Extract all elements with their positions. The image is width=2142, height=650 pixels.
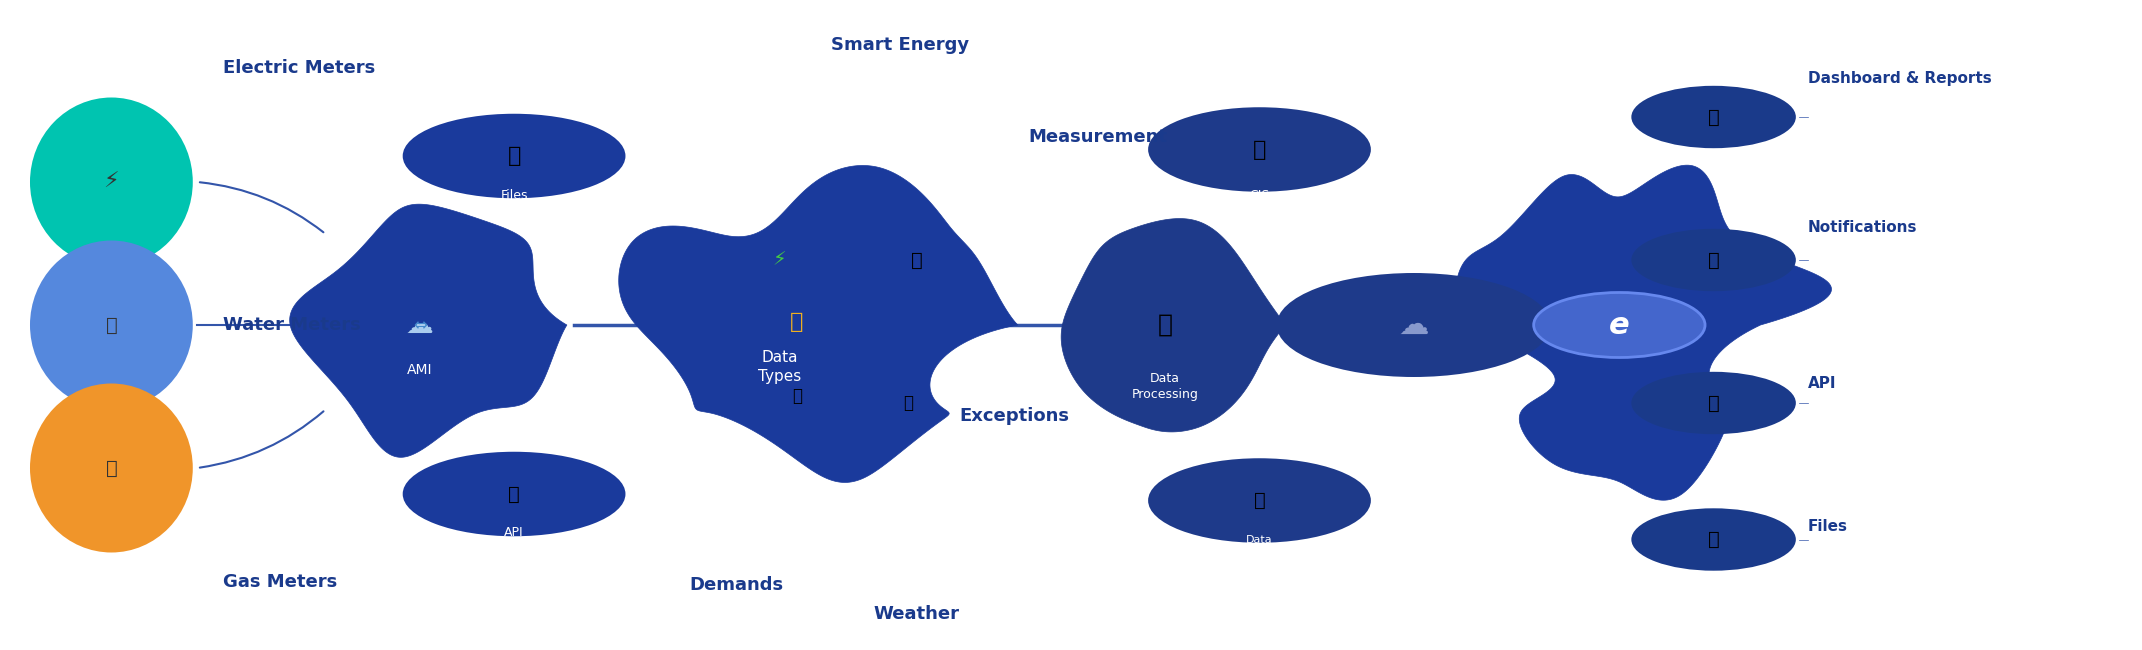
Circle shape: [1148, 107, 1371, 192]
Text: Cloud: Cloud: [1397, 384, 1431, 396]
Text: ☁: ☁: [1399, 311, 1429, 339]
Text: e: e: [1609, 311, 1630, 339]
Text: 📊: 📊: [1707, 107, 1720, 127]
Text: 💻: 💻: [1707, 393, 1720, 413]
Text: Gas Meters: Gas Meters: [223, 573, 336, 591]
Text: 🔥: 🔥: [105, 458, 118, 478]
Ellipse shape: [30, 240, 193, 410]
Text: ⇔: ⇔: [413, 316, 426, 334]
Text: Measurement: Measurement: [1028, 127, 1167, 146]
Text: Weather: Weather: [874, 605, 960, 623]
Text: Electric Meters: Electric Meters: [223, 59, 375, 77]
Text: API: API: [1808, 376, 1836, 391]
Text: Notifications: Notifications: [1808, 220, 1917, 235]
Text: 💧: 💧: [105, 315, 118, 335]
Ellipse shape: [30, 98, 193, 266]
Polygon shape: [1060, 218, 1285, 432]
Circle shape: [1277, 273, 1551, 377]
Text: Data
Processing: Data Processing: [1131, 372, 1200, 401]
Text: CIS: CIS: [1249, 188, 1270, 202]
Text: 📋: 📋: [793, 387, 801, 406]
Text: ⚡: ⚡: [773, 250, 786, 270]
Text: 🌧: 🌧: [904, 394, 912, 412]
Polygon shape: [619, 166, 1017, 482]
Circle shape: [1534, 292, 1705, 358]
Text: API: API: [503, 526, 525, 539]
Text: Water Meters: Water Meters: [223, 316, 360, 334]
Circle shape: [1632, 86, 1795, 148]
Polygon shape: [1457, 165, 1831, 500]
Text: ⭐: ⭐: [790, 312, 803, 332]
Text: 📋: 📋: [508, 146, 521, 166]
Text: 🧮: 🧮: [910, 250, 923, 270]
Circle shape: [1148, 458, 1371, 543]
Text: 🗂: 🗂: [1157, 313, 1174, 337]
Text: Exceptions: Exceptions: [960, 407, 1069, 425]
Text: Files: Files: [501, 188, 527, 202]
Ellipse shape: [30, 384, 193, 552]
Text: ☁: ☁: [407, 311, 433, 339]
Text: Files: Files: [1808, 519, 1849, 534]
Circle shape: [1632, 372, 1795, 434]
Text: Demands: Demands: [690, 576, 784, 594]
Text: 💻: 💻: [508, 484, 521, 504]
Text: AMI: AMI: [407, 363, 433, 378]
Polygon shape: [289, 204, 568, 458]
Text: 📋: 📋: [1707, 530, 1720, 549]
Circle shape: [1632, 229, 1795, 291]
Text: Data
Calculation: Data Calculation: [1227, 535, 1292, 557]
Circle shape: [403, 114, 625, 198]
Text: 🧮: 🧮: [1253, 491, 1266, 510]
Text: 🔔: 🔔: [1707, 250, 1720, 270]
Circle shape: [403, 452, 625, 536]
Text: 👤: 👤: [1253, 140, 1266, 159]
Text: ⚡: ⚡: [103, 172, 120, 192]
Text: Dashboard & Reports: Dashboard & Reports: [1808, 70, 1992, 86]
Text: Data
Types: Data Types: [758, 350, 801, 384]
Circle shape: [1632, 508, 1795, 571]
Text: Smart Energy: Smart Energy: [831, 36, 968, 55]
